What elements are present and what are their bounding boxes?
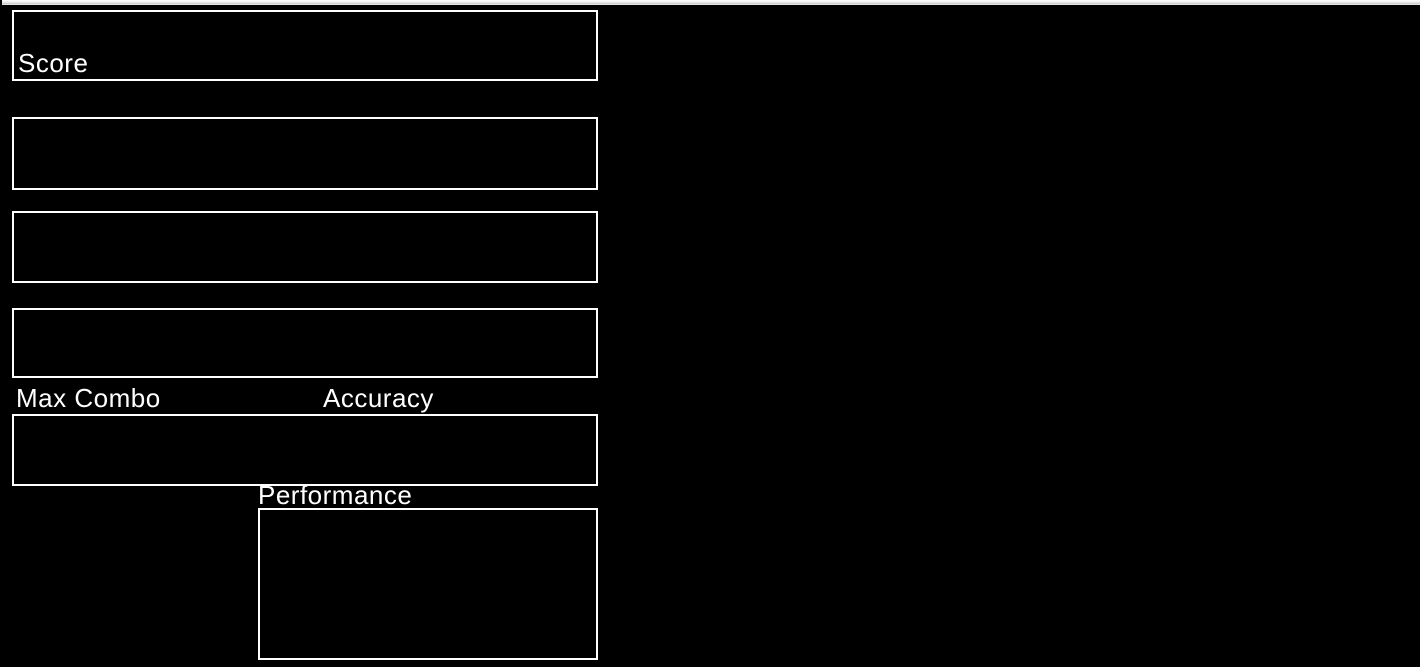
max-combo-label: Max Combo (16, 383, 161, 413)
score-panel: Score (12, 10, 598, 81)
empty-panel-4 (12, 308, 598, 378)
empty-panel-3 (12, 211, 598, 283)
top-progress-bar (2, 0, 1420, 5)
statistics-panel (12, 414, 598, 486)
empty-panel-2 (12, 117, 598, 190)
performance-panel (258, 508, 598, 660)
score-label: Score (18, 48, 89, 78)
accuracy-label: Accuracy (323, 383, 434, 413)
performance-label: Performance (258, 480, 413, 510)
